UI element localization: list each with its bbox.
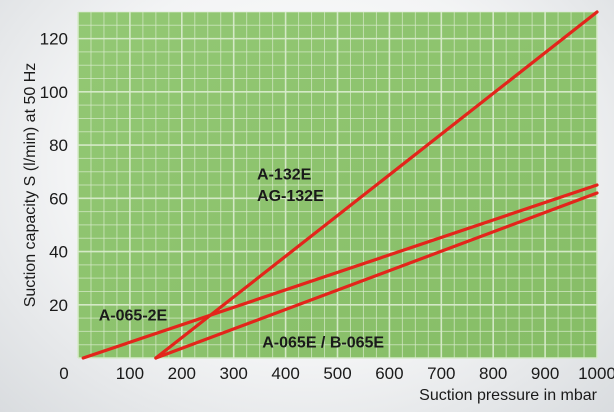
x-tick-label: 700	[427, 364, 455, 383]
y-tick-label: 20	[49, 296, 68, 315]
series-label: AG-132E	[257, 188, 324, 205]
y-tick-label: 100	[40, 83, 68, 102]
series-lines	[81, 10, 599, 360]
series-line-3	[81, 183, 599, 360]
y-tick-label: 120	[40, 30, 68, 49]
series-labels: A-132E AG-132E A-065-2E A-065E / B-065E	[99, 167, 385, 352]
y-tick-label: 40	[49, 243, 68, 262]
grid	[77, 11, 598, 359]
x-axis-title: Suction pressure in mbar	[419, 387, 598, 404]
y-axis-ticks: 20 40 60 80 100 120	[40, 30, 68, 315]
series-line-2	[154, 191, 599, 360]
x-tick-label: 800	[479, 364, 507, 383]
x-tick-label: 1000	[578, 364, 614, 383]
x-tick-label: 500	[323, 364, 351, 383]
y-axis-title: Suction capacity S (l/min) at 50 Hz	[22, 63, 39, 308]
series-label: A-065E / B-065E	[262, 334, 384, 351]
x-tick-label: 300	[220, 364, 248, 383]
series-label: A-132E	[257, 167, 312, 184]
series-line-1	[154, 10, 599, 360]
x-tick-label: 100	[116, 364, 144, 383]
x-tick-label: 200	[168, 364, 196, 383]
x-tick-label: 600	[375, 364, 403, 383]
x-tick-label: 0	[59, 364, 68, 383]
x-axis-ticks: 0 100 200 300 400 500 600 700 800 900 1000	[59, 364, 614, 383]
y-tick-label: 80	[49, 136, 68, 155]
x-tick-label: 900	[531, 364, 559, 383]
series-label: A-065-2E	[99, 308, 168, 325]
y-tick-label: 60	[49, 189, 68, 208]
x-tick-label: 400	[271, 364, 299, 383]
